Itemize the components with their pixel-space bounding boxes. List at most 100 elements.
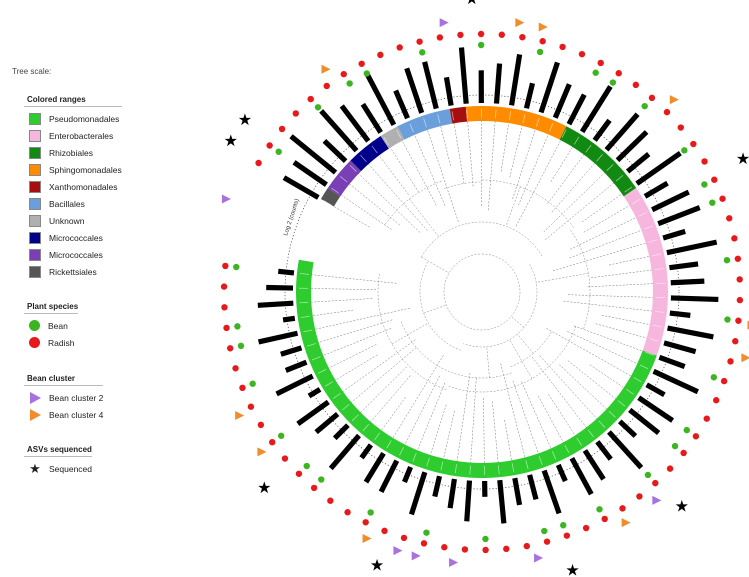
asv-leaf-label-mark bbox=[652, 324, 662, 328]
bean-cluster-triangle bbox=[449, 558, 459, 568]
asv-leaf-label-mark bbox=[648, 239, 658, 243]
bean-dot bbox=[482, 535, 489, 543]
sequenced-star-icon: ★ bbox=[505, 573, 519, 577]
tree-branch bbox=[327, 344, 377, 369]
tree-branch-connector bbox=[517, 333, 534, 354]
abundance-bar bbox=[508, 54, 523, 106]
asv-leaf-label-mark bbox=[311, 356, 321, 361]
range-ring-unknown bbox=[380, 126, 405, 149]
abundance-bar bbox=[257, 330, 299, 345]
radish-dot bbox=[457, 31, 464, 39]
abundance-bar bbox=[658, 354, 686, 370]
tree-branch bbox=[367, 163, 428, 231]
tree-branch bbox=[467, 120, 474, 187]
asv-leaf-label-mark bbox=[564, 444, 570, 454]
legend-item: Bean cluster 2 bbox=[24, 389, 103, 406]
abundance-bar bbox=[579, 85, 613, 134]
abundance-bar bbox=[360, 102, 383, 134]
tree-branch bbox=[537, 395, 565, 444]
sequenced-star-icon: ★ bbox=[675, 496, 689, 515]
bean-cluster-triangle bbox=[257, 447, 267, 457]
radish-dot bbox=[232, 365, 239, 372]
tree-branch bbox=[581, 193, 624, 223]
asv-leaf-label-mark bbox=[437, 114, 441, 124]
radish-dot bbox=[436, 34, 444, 41]
tree-branch bbox=[591, 269, 653, 279]
abundance-bar bbox=[339, 104, 371, 143]
asv-leaf-label-mark bbox=[341, 404, 350, 411]
tree-branch bbox=[359, 366, 407, 414]
tree-branch bbox=[552, 242, 647, 272]
asv-leaf-label-mark bbox=[386, 440, 392, 449]
radish-dot bbox=[255, 159, 262, 167]
tree-branch bbox=[539, 355, 598, 420]
tree-branch-connector bbox=[509, 339, 533, 379]
tree-internal-branch bbox=[570, 229, 591, 330]
tree-scale-label: Tree scale: bbox=[12, 67, 52, 76]
tree-branch-connector bbox=[510, 316, 525, 328]
legend-item: Radish bbox=[24, 334, 78, 351]
radish-dot bbox=[266, 142, 273, 149]
tree-branch bbox=[310, 274, 397, 284]
tree-branch bbox=[563, 300, 653, 312]
bean-cluster-triangle bbox=[515, 18, 525, 28]
radish-dot bbox=[327, 497, 334, 504]
abundance-bar bbox=[289, 134, 338, 175]
radish-dot bbox=[420, 540, 428, 547]
tree-branch bbox=[488, 120, 496, 211]
abundance-bar bbox=[328, 433, 361, 471]
bean-dot bbox=[536, 48, 544, 56]
bean-dot bbox=[681, 147, 688, 154]
tree-branch bbox=[567, 294, 654, 298]
legend-item-label: Unknown bbox=[49, 215, 85, 226]
color-swatch bbox=[29, 265, 41, 278]
radish-dot bbox=[278, 125, 286, 133]
legend-item: Xanthomonadales bbox=[24, 178, 122, 195]
asv-leaf-label-mark bbox=[466, 109, 468, 119]
abundance-bar bbox=[432, 475, 443, 498]
abundance-bar bbox=[408, 471, 428, 516]
bean-dot bbox=[318, 476, 325, 483]
abundance-bar bbox=[359, 443, 374, 460]
radish-dot bbox=[680, 449, 687, 457]
asv-leaf-label-mark bbox=[573, 136, 580, 145]
colored-ranges-title: Colored ranges bbox=[24, 95, 122, 107]
radish-dot bbox=[461, 546, 469, 553]
bean-cluster-triangle bbox=[669, 95, 679, 105]
tree-branch bbox=[567, 331, 639, 365]
tree-branch bbox=[314, 307, 410, 330]
color-swatch bbox=[29, 163, 41, 176]
abundance-bar bbox=[628, 407, 661, 436]
abundance-bar bbox=[393, 89, 410, 120]
bean-dot bbox=[234, 323, 241, 330]
color-swatch bbox=[29, 214, 41, 227]
bean-dot bbox=[701, 181, 708, 188]
range-ring-sphingomonadales bbox=[465, 106, 567, 140]
radish-dot bbox=[736, 296, 744, 304]
asv-leaf-label-mark bbox=[638, 211, 647, 217]
bean-cluster-legend: Bean cluster Bean cluster 2 Bean cluster … bbox=[24, 374, 104, 423]
tree-internal-branch bbox=[377, 273, 447, 390]
asv-leaf-label-mark bbox=[617, 400, 626, 407]
colored-ranges-legend: Colored ranges Pseudomonadales Enterobact… bbox=[24, 95, 122, 280]
radish-dot bbox=[615, 70, 622, 77]
abundance-bar bbox=[666, 239, 718, 256]
asv-leaf-label-mark bbox=[551, 451, 557, 460]
radish-dot bbox=[377, 51, 384, 59]
abundance-bar bbox=[635, 150, 682, 186]
asv-leaf-label-mark bbox=[469, 465, 471, 475]
legend-item: Rickettsiales bbox=[24, 263, 122, 280]
radish-dot bbox=[578, 50, 586, 58]
asv-leaf-label-mark bbox=[654, 310, 664, 313]
asv-leaf-label-mark bbox=[412, 452, 417, 462]
tree-branch bbox=[546, 328, 632, 377]
asv-leaf-label-mark bbox=[423, 118, 427, 128]
asv-leaf-label-mark bbox=[587, 429, 594, 438]
tree-internal-branch bbox=[400, 321, 512, 379]
radish-dot bbox=[307, 95, 314, 103]
tree-branch bbox=[595, 323, 648, 339]
tree-branch bbox=[559, 364, 608, 410]
bean-dot bbox=[541, 527, 548, 535]
asv-leaf-label-mark bbox=[307, 343, 316, 347]
legend-item: Sphingomonadales bbox=[24, 161, 122, 178]
